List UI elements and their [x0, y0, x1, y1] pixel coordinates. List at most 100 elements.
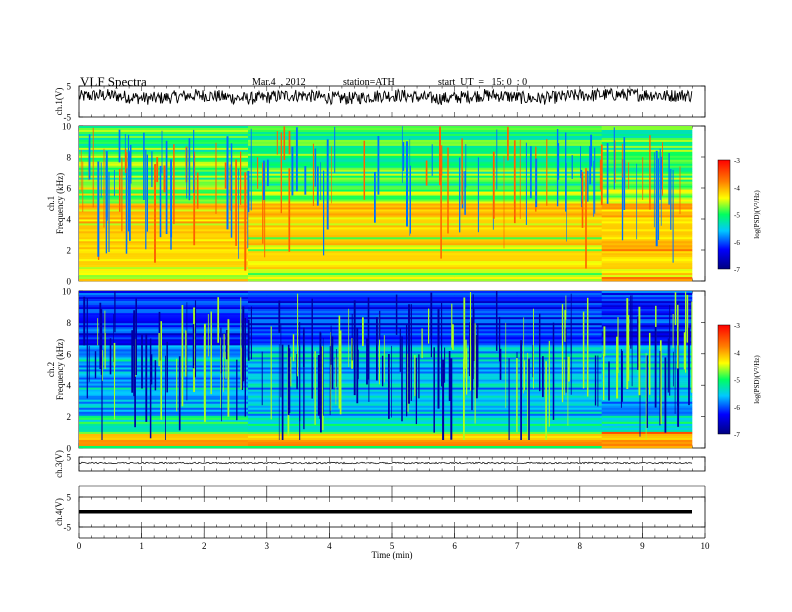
y-tick-label: 0	[67, 277, 72, 287]
spectrogram-cell	[601, 215, 693, 218]
spectrogram-cell	[79, 333, 249, 336]
spectrogram-cell	[248, 151, 602, 155]
spectrogram-cell	[601, 139, 693, 143]
spectrogram-cell	[601, 185, 693, 188]
spectrogram-cell	[79, 209, 249, 212]
spectrogram-cell	[79, 421, 249, 425]
spectrogram-cell	[601, 261, 693, 264]
spectrogram-cell	[248, 191, 602, 194]
spectrogram-cell	[79, 445, 249, 449]
spectrogram-cell	[79, 145, 249, 149]
y-axis-label: ch.1(V)	[54, 88, 64, 116]
spectrogram-cell	[601, 159, 693, 163]
spectrogram-cell	[79, 243, 249, 246]
spectrogram-cell	[601, 213, 693, 216]
spectrogram-cell	[601, 351, 693, 354]
y-tick-label: 2	[67, 246, 72, 256]
spectrogram-cell	[601, 221, 693, 224]
spectrogram-cell	[248, 189, 602, 192]
spectrogram-cell	[248, 235, 602, 238]
spectrogram-cell	[248, 297, 602, 300]
y-tick-label: -5	[64, 523, 72, 533]
spectrogram-cell	[248, 147, 602, 151]
spectrogram-cell	[248, 183, 602, 186]
spectrogram-cell	[248, 211, 602, 214]
spectrogram-cell	[79, 353, 249, 356]
spectrogram-cell	[601, 257, 693, 260]
spectrogram-cell	[79, 235, 249, 238]
spectrogram-cell	[248, 265, 602, 268]
spectrogram-cell	[248, 231, 602, 234]
spectrogram-cell	[79, 411, 249, 415]
spectrogram-cell	[248, 267, 602, 270]
spectrogram-cell	[248, 173, 602, 176]
spectrogram-cell	[601, 301, 693, 304]
spectrogram-cell	[248, 331, 602, 334]
spectrogram-cell	[248, 229, 602, 232]
y-tick-label: 10	[62, 122, 72, 132]
y-tick-label: 2	[67, 412, 72, 422]
spectrogram-cell	[248, 391, 602, 394]
spectrogram-cell	[248, 315, 602, 318]
spectrogram-cell	[248, 341, 602, 344]
spectrogram-cell	[248, 343, 602, 346]
spectrogram-cell	[601, 149, 693, 153]
spectrogram-cell	[79, 273, 249, 276]
spectrogram-cell	[79, 297, 249, 300]
spectrogram-cell	[248, 421, 602, 425]
spectrogram-cell	[601, 169, 693, 173]
spectrogram-cell	[601, 429, 693, 433]
spectrogram-cell	[79, 261, 249, 264]
spectrogram-cell	[79, 229, 249, 232]
spectrogram-cell	[79, 321, 249, 324]
spectrogram-cell	[248, 303, 602, 306]
spectrogram-cell	[79, 233, 249, 236]
spectrogram-cell	[248, 209, 602, 212]
spectrogram-cell	[79, 215, 249, 218]
spectrogram-cell	[248, 129, 602, 133]
spectrogram-cell	[248, 177, 602, 180]
spectrogram-cell	[601, 231, 693, 234]
spectrogram-cell	[248, 157, 602, 161]
spectrogram-cell	[601, 341, 693, 344]
y-tick-label: 4	[67, 215, 72, 225]
spectrogram-cell	[601, 303, 693, 306]
spectrogram-cell	[601, 263, 693, 266]
spectrogram-cell	[248, 237, 602, 240]
spectrogram-cell	[79, 313, 249, 316]
time-tick-label: 3	[265, 541, 270, 551]
ch4-waveform-line	[79, 510, 692, 514]
spectrogram-cell	[248, 269, 602, 272]
spectrogram-cell	[79, 317, 249, 320]
spectrogram-cell	[601, 201, 693, 204]
spectrogram-cell	[248, 433, 602, 437]
spectrogram-cell	[248, 443, 602, 447]
spectrogram-cell	[248, 415, 602, 419]
spectrogram-cell	[601, 243, 693, 246]
spectrogram-cell	[601, 339, 693, 342]
spectrogram-cell	[601, 163, 693, 167]
spectrogram-cell	[601, 247, 693, 250]
spectrogram-cell	[248, 255, 602, 258]
spectrogram-cell	[79, 389, 249, 392]
spectrogram-cell	[248, 333, 602, 336]
spectrogram-cell	[79, 247, 249, 250]
spectrogram-cell	[601, 183, 693, 186]
spectrogram-cell	[601, 309, 693, 312]
spectrogram-cell	[79, 395, 249, 398]
spectrogram-cell	[601, 347, 693, 350]
spectrogram-cell	[601, 127, 693, 131]
time-tick-label: 5	[390, 541, 395, 551]
ch1-waveform-line	[78, 87, 693, 106]
colorbar-tick-label: -4	[734, 349, 740, 357]
spectrogram-cell	[601, 441, 693, 445]
spectrogram-cell	[601, 333, 693, 336]
spectrogram-cell	[248, 439, 602, 443]
spectrogram-cell	[248, 171, 602, 174]
spectrogram-cell	[601, 323, 693, 326]
spectrogram-cell	[79, 365, 249, 368]
spectrogram-cell	[248, 403, 602, 407]
spectrogram-cell	[79, 211, 249, 214]
spectrogram-cell	[248, 411, 602, 415]
spectrogram-cell	[79, 295, 249, 298]
